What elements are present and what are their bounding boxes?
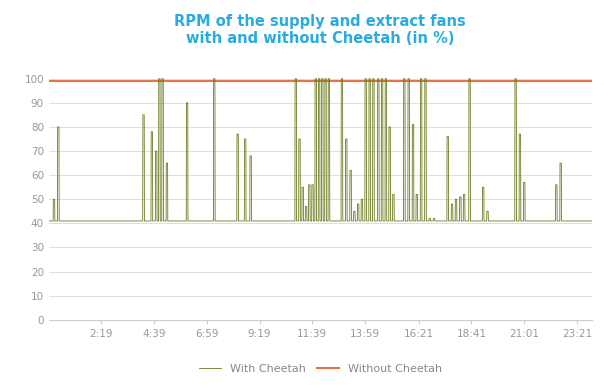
- Legend: With Cheetah, Without Cheetah: With Cheetah, Without Cheetah: [194, 360, 447, 379]
- With Cheetah: [424, 219, 431, 223]
- With Cheetah: [453, 197, 461, 202]
- With Cheetah: [389, 192, 396, 197]
- With Cheetah: [155, 76, 162, 81]
- Title: RPM of the supply and extract fans
with and without Cheetah (in %): RPM of the supply and extract fans with …: [174, 14, 466, 46]
- Line: With Cheetah: With Cheetah: [49, 79, 592, 221]
- With Cheetah: [424, 219, 431, 223]
- With Cheetah: [588, 219, 595, 223]
- With Cheetah: [493, 219, 501, 223]
- With Cheetah: [218, 219, 225, 223]
- With Cheetah: [45, 219, 52, 223]
